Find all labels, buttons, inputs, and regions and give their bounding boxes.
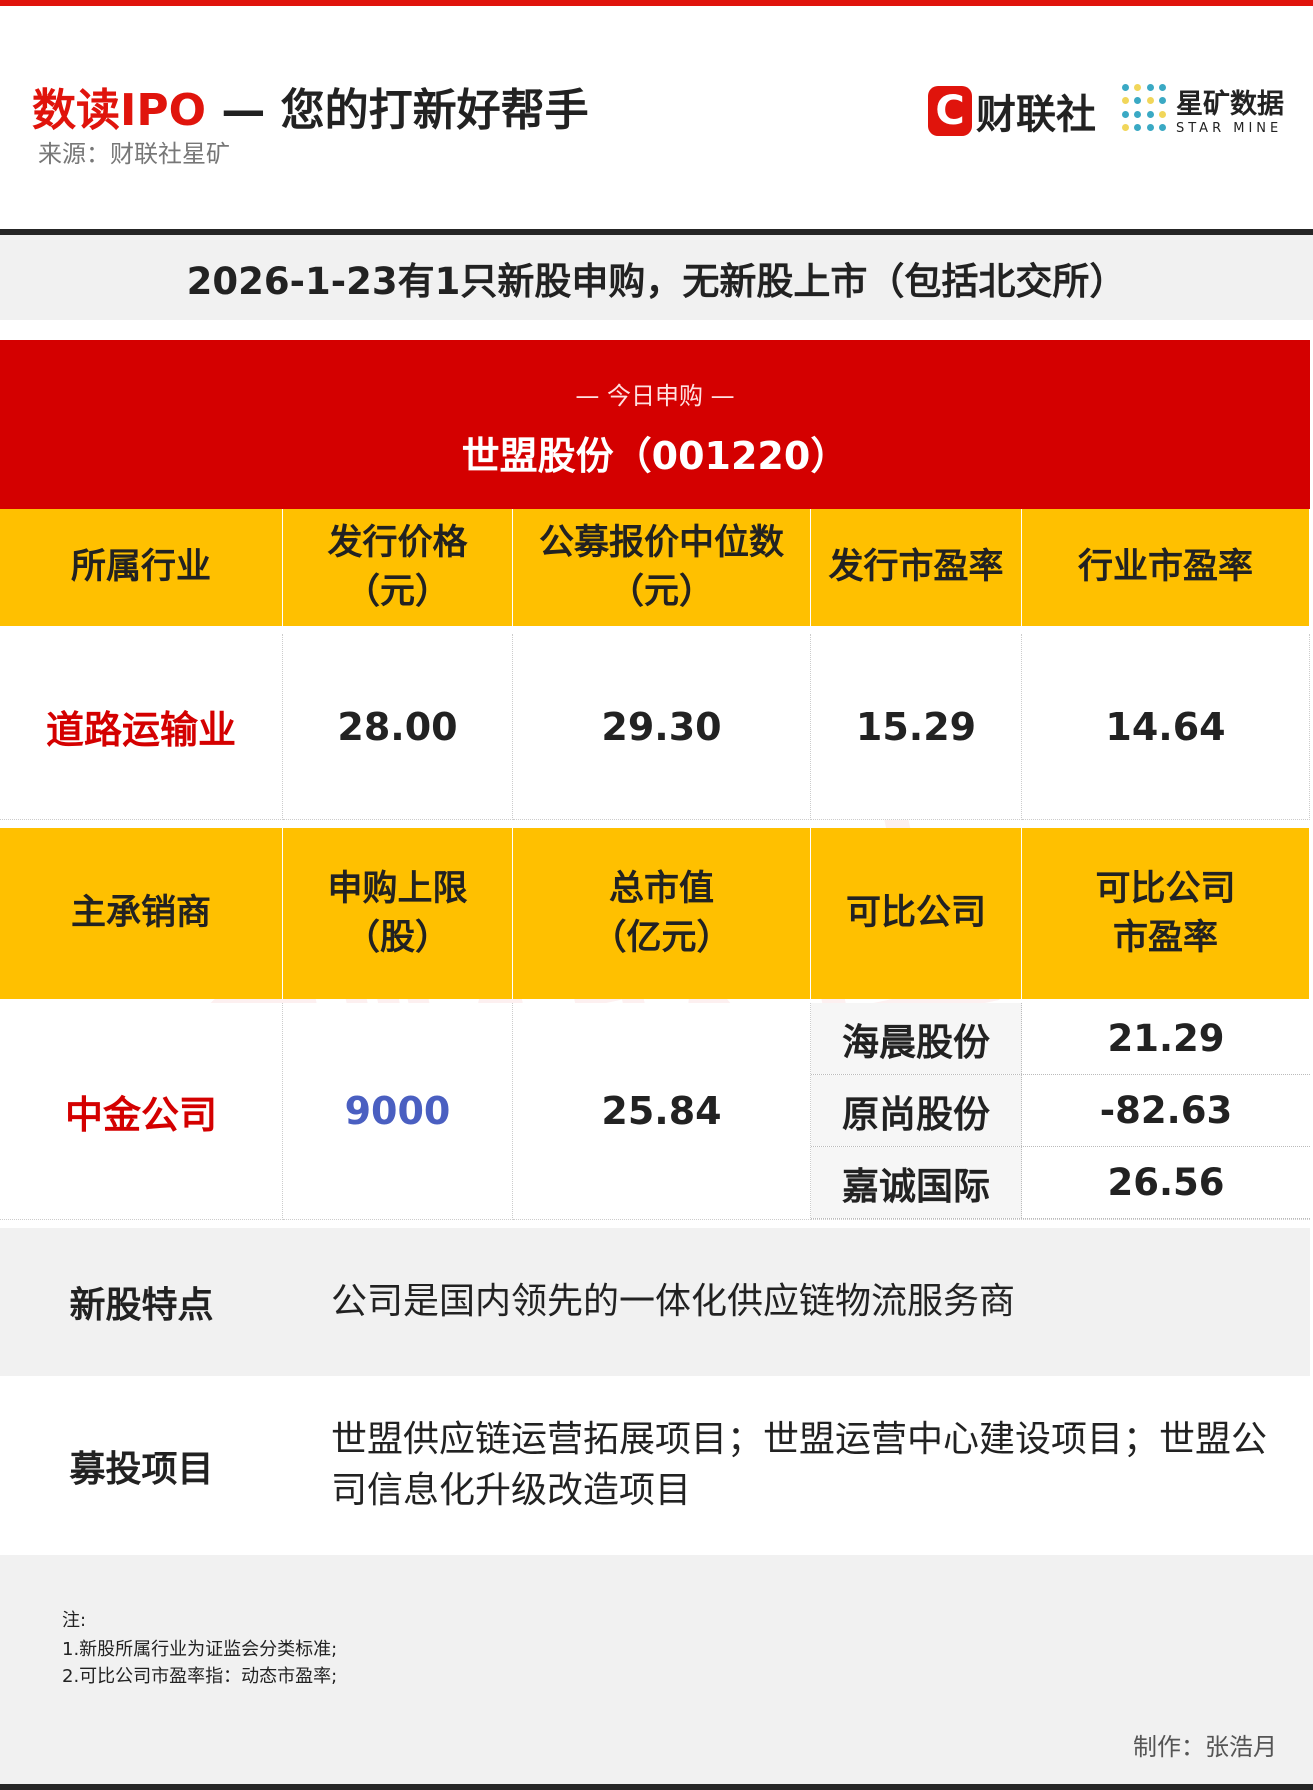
comparable-name: 原尚股份 xyxy=(811,1075,1022,1146)
cls-logo: C 财联社 xyxy=(928,82,1096,140)
table2-header: 主承销商 申购上限 （股） 总市值 （亿元） 可比公司 可比公司 市盈率 xyxy=(0,828,1310,999)
comparable-pe: 26.56 xyxy=(1107,1161,1225,1204)
header-issue-pe: 发行市盈率 xyxy=(811,509,1022,626)
median-quote-value: 29.30 xyxy=(513,634,811,820)
features-text: 公司是国内领先的一体化供应链物流服务商 xyxy=(283,1228,1310,1376)
stock-name: 世盟股份（001220） xyxy=(461,434,849,478)
header-industry-pe: 行业市盈率 xyxy=(1022,509,1310,626)
header-median-quote: 公募报价中位数 （元） xyxy=(513,509,811,626)
title-tagline: — 您的打新好帮手 xyxy=(206,85,589,136)
header-market-cap: 总市值 （亿元） xyxy=(513,828,811,999)
top-accent-bar xyxy=(0,0,1313,6)
header-comparables: 可比公司 xyxy=(811,828,1022,999)
comparable-row: 嘉诚国际 26.56 xyxy=(811,1147,1310,1219)
header-limit: 申购上限 （股） xyxy=(283,828,513,999)
projects-label: 募投项目 xyxy=(69,1448,214,1490)
comparable-pe: 21.29 xyxy=(1107,1017,1225,1060)
projects-text: 世盟供应链运营拓展项目；世盟运营中心建设项目；世盟公司信息化升级改造项目 xyxy=(331,1419,1268,1511)
notes-section: 注: 1.新股所属行业为证监会分类标准; 2.可比公司市盈率指：动态市盈率; xyxy=(0,1555,1313,1784)
today-subscription-block: — 今日申购 — 世盟股份（001220） xyxy=(0,340,1310,509)
underwriter-value: 中金公司 xyxy=(0,1003,283,1220)
header-underwriter: 主承销商 xyxy=(0,828,283,999)
projects-row: 募投项目 世盟供应链运营拓展项目；世盟运营中心建设项目；世盟公司信息化升级改造项… xyxy=(0,1376,1310,1555)
market-cap-value: 25.84 xyxy=(513,1003,811,1220)
divider xyxy=(0,229,1313,235)
table1-row: 道路运输业 28.00 29.30 15.29 14.64 xyxy=(0,634,1310,820)
author-credit: 制作：张浩月 xyxy=(1133,1733,1277,1761)
today-label: — 今日申购 — xyxy=(575,382,735,410)
comparable-name: 海晨股份 xyxy=(811,1003,1022,1074)
comparable-row: 海晨股份 21.29 xyxy=(811,1003,1310,1075)
star-mine-cn: 星矿数据 xyxy=(1176,89,1284,120)
issue-pe-value: 15.29 xyxy=(811,634,1022,820)
source-text: 来源：财联社星矿 xyxy=(38,140,230,168)
industry-pe-value: 14.64 xyxy=(1022,634,1310,820)
page-title: 数读IPO — 您的打新好帮手 xyxy=(32,74,589,138)
issue-price-value: 28.00 xyxy=(283,634,513,820)
summary-banner: 2026-1-23有1只新股申购，无新股上市（包括北交所） xyxy=(0,235,1313,320)
comparable-row: 原尚股份 -82.63 xyxy=(811,1075,1310,1147)
comparables-list: 海晨股份 21.29 原尚股份 -82.63 嘉诚国际 26.56 xyxy=(811,1003,1310,1220)
cls-c-icon: C xyxy=(928,86,972,136)
note-item: 1.新股所属行业为证监会分类标准; xyxy=(62,1639,338,1660)
table2-row: 中金公司 9000 25.84 海晨股份 21.29 原尚股份 -82.63 嘉诚国… xyxy=(0,1003,1310,1220)
comparable-name: 嘉诚国际 xyxy=(811,1147,1022,1218)
star-mine-logo: 星矿数据 STAR MINE xyxy=(1122,82,1284,136)
features-row: 新股特点 公司是国内领先的一体化供应链物流服务商 xyxy=(0,1228,1310,1376)
industry-value: 道路运输业 xyxy=(0,634,283,820)
header-comparable-pe: 可比公司 市盈率 xyxy=(1022,828,1310,999)
dots-icon xyxy=(1122,84,1168,134)
limit-value: 9000 xyxy=(283,1003,513,1220)
table1-header: 所属行业 发行价格 （元） 公募报价中位数 （元） 发行市盈率 行业市盈率 xyxy=(0,509,1310,626)
title-brand: 数读IPO xyxy=(32,85,207,136)
comparable-pe: -82.63 xyxy=(1099,1089,1233,1132)
cls-logo-text: 财联社 xyxy=(976,92,1096,138)
header-industry: 所属行业 xyxy=(0,509,283,626)
bottom-bar xyxy=(0,1784,1313,1790)
star-mine-en: STAR MINE xyxy=(1176,121,1283,136)
features-label: 新股特点 xyxy=(69,1285,214,1326)
header-issue-price: 发行价格 （元） xyxy=(283,509,513,626)
notes-title: 注: xyxy=(62,1610,87,1631)
note-item: 2.可比公司市盈率指：动态市盈率; xyxy=(62,1666,338,1687)
